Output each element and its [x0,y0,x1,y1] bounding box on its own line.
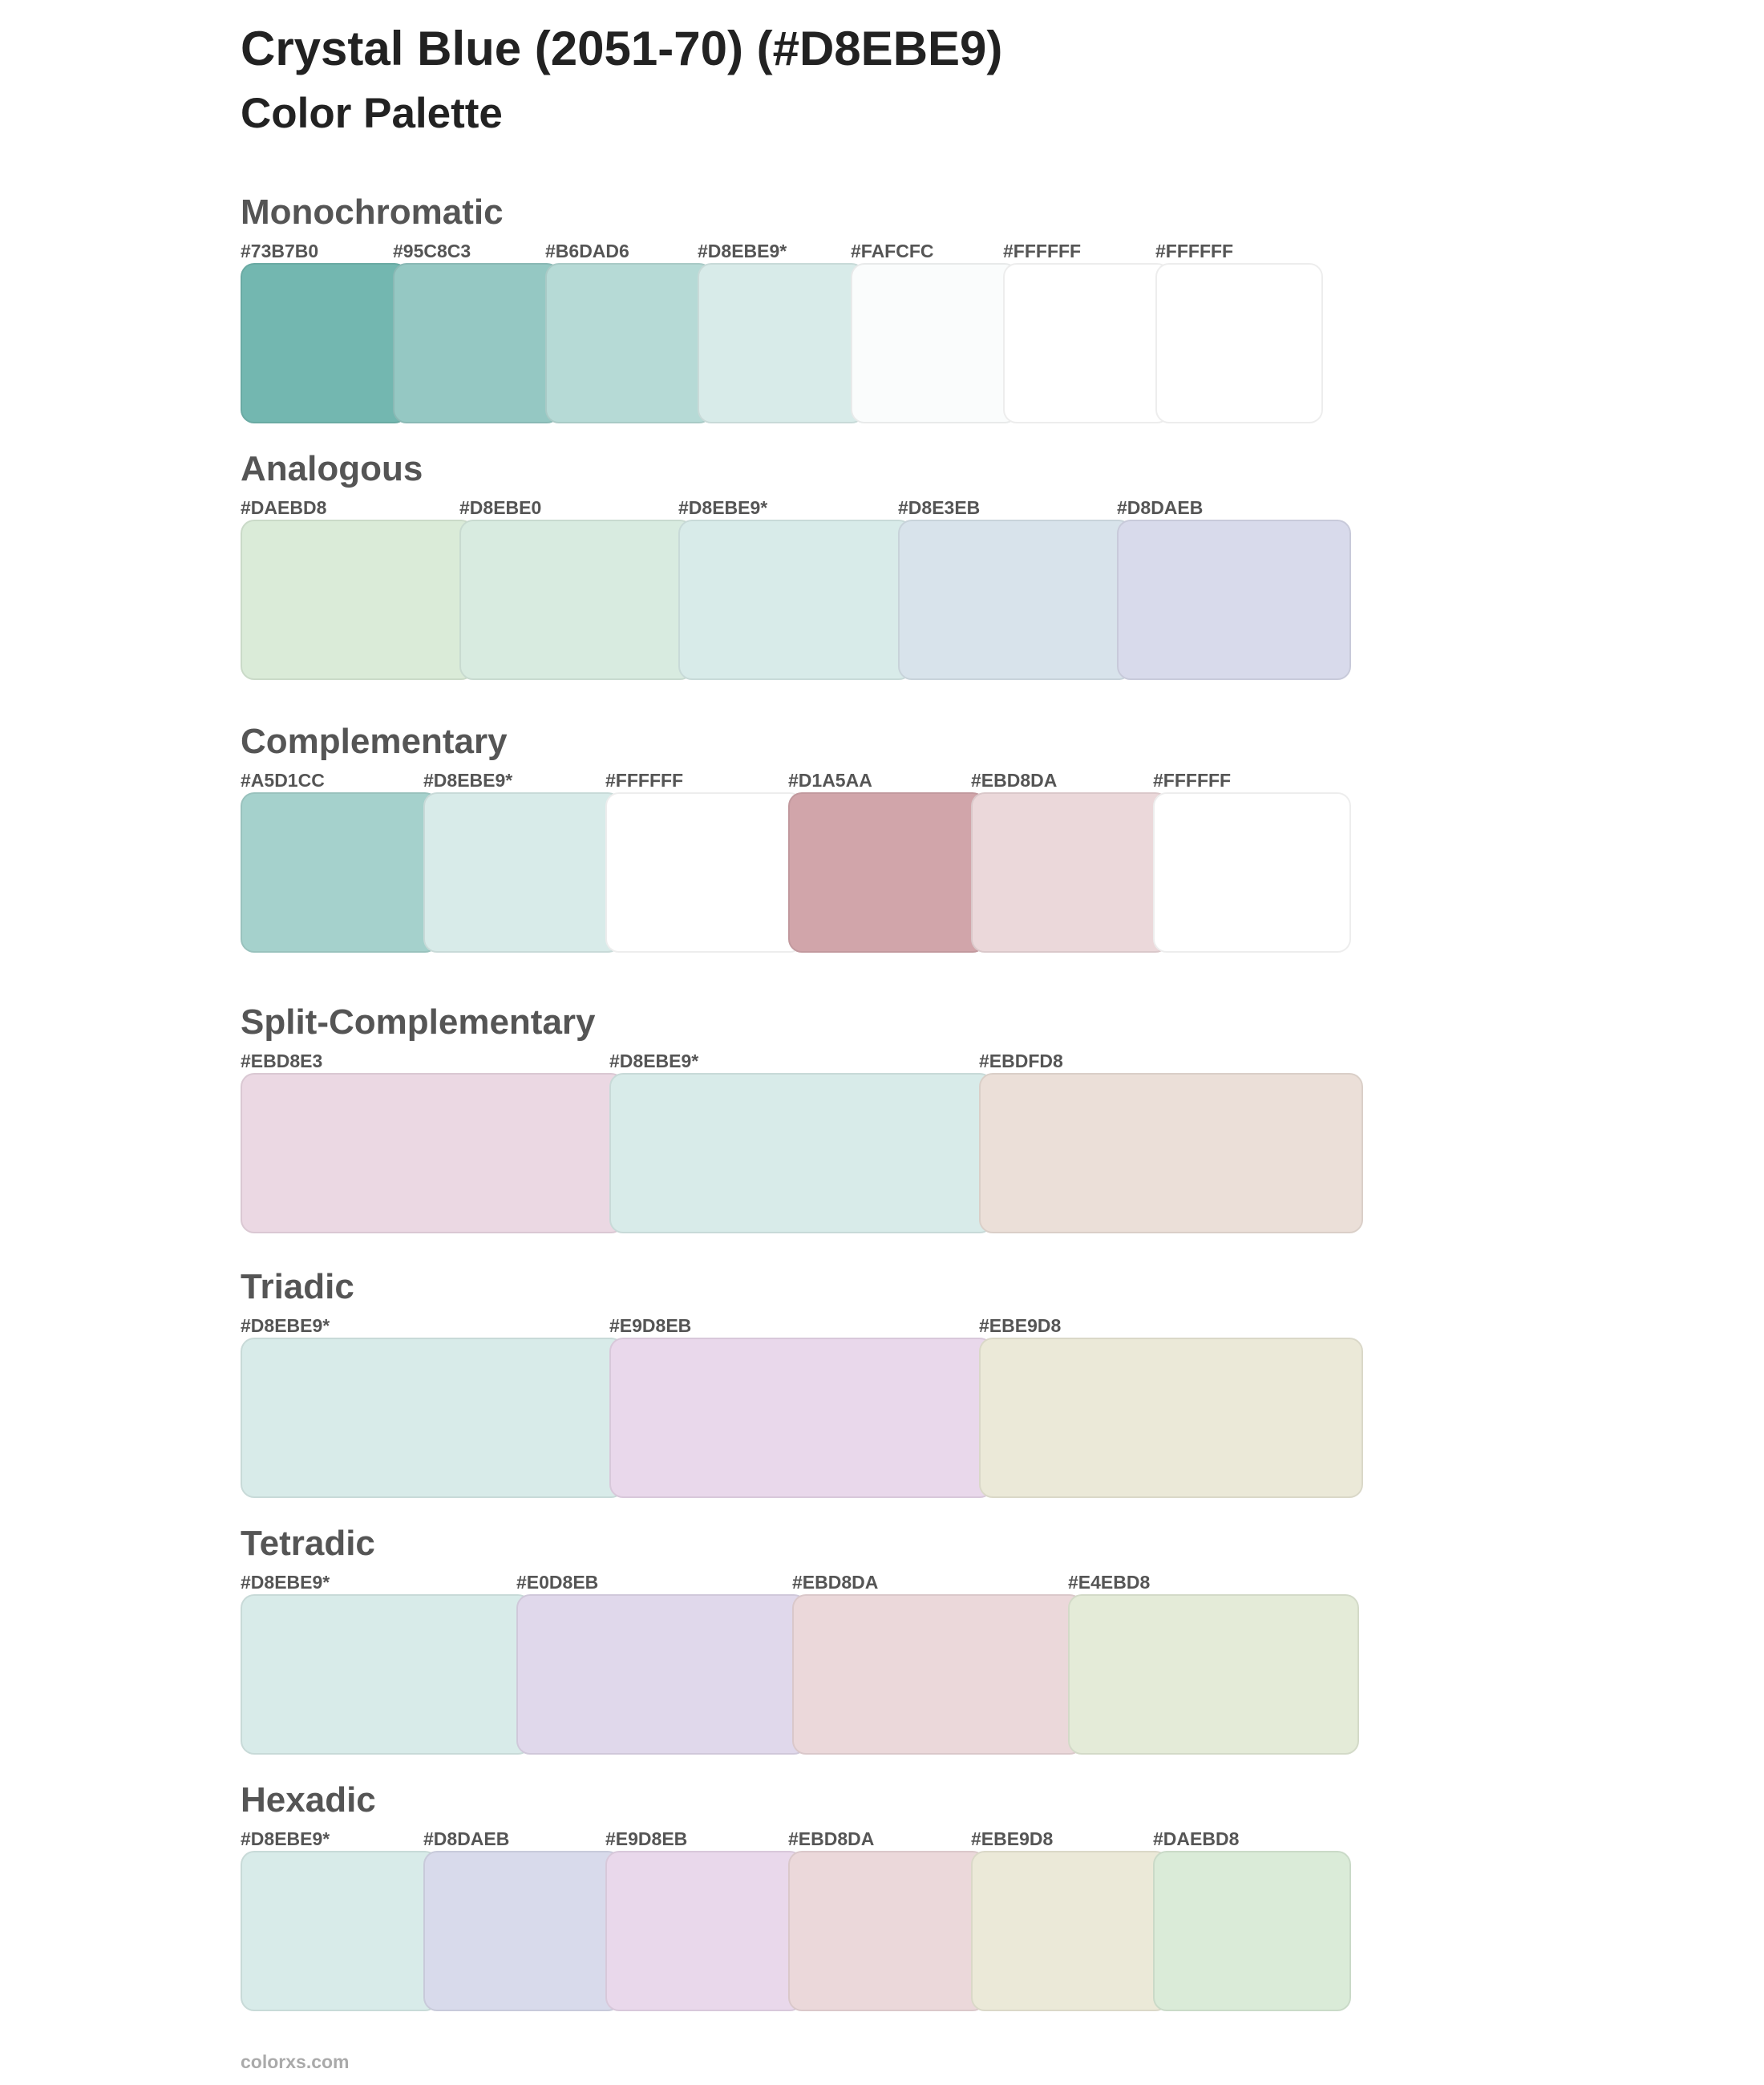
color-swatch[interactable] [698,263,865,423]
swatch-hex-label[interactable]: #D8EBE9* [609,1051,699,1071]
color-swatch[interactable] [979,1338,1363,1498]
swatch-hex-label[interactable]: #E9D8EB [609,1315,692,1336]
swatch-row [241,792,1351,953]
color-swatch[interactable] [979,1073,1363,1233]
swatch-hex-label[interactable]: #FFFFFF [1155,241,1234,261]
swatch-hex-label[interactable]: #B6DAD6 [545,241,629,261]
swatch-hex-label[interactable]: #D8DAEB [1117,497,1204,518]
swatch-hex-label[interactable]: #EBE9D8 [971,1828,1054,1849]
swatch-hex-label[interactable]: #D8EBE9* [678,497,768,518]
swatch-hex-label[interactable]: #D1A5AA [788,770,872,791]
swatch-hex-label[interactable]: #E0D8EB [516,1572,599,1593]
section-heading: Analogous [241,449,423,488]
section-heading: Hexadic [241,1780,376,1820]
section-heading: Split-Complementary [241,1002,596,1042]
color-swatch[interactable] [792,1594,1083,1755]
swatch-hex-label[interactable]: #EBD8E3 [241,1051,323,1071]
swatch-hex-label[interactable]: #D8DAEB [423,1828,510,1849]
section-heading: Tetradic [241,1524,375,1563]
color-swatch[interactable] [459,520,694,680]
color-swatch[interactable] [241,520,475,680]
color-swatch[interactable] [971,1851,1169,2011]
swatch-hex-label[interactable]: #D8EBE9* [241,1828,330,1849]
color-swatch[interactable] [788,1851,986,2011]
swatch-row [241,263,1323,423]
color-swatch[interactable] [1153,792,1351,953]
swatch-row [241,1073,1363,1233]
swatch-hex-label[interactable]: #D8E3EB [898,497,981,518]
color-swatch[interactable] [609,1073,993,1233]
color-swatch[interactable] [241,1338,625,1498]
section-heading: Monochromatic [241,192,504,232]
swatch-row [241,520,1351,680]
swatch-hex-label[interactable]: #EBD8DA [971,770,1058,791]
color-swatch[interactable] [241,1073,625,1233]
swatch-hex-label[interactable]: #73B7B0 [241,241,319,261]
page-title: Crystal Blue (2051-70) (#D8EBE9) [241,22,1003,75]
swatch-hex-label[interactable]: #D8EBE0 [459,497,542,518]
swatch-hex-label[interactable]: #EBD8DA [788,1828,875,1849]
swatch-hex-label[interactable]: #EBE9D8 [979,1315,1062,1336]
swatch-row [241,1594,1359,1755]
swatch-hex-label[interactable]: #DAEBD8 [241,497,327,518]
swatch-hex-label[interactable]: #D8EBE9* [241,1315,330,1336]
color-swatch[interactable] [241,263,408,423]
page-subtitle: Color Palette [241,90,503,137]
swatch-hex-label[interactable]: #A5D1CC [241,770,325,791]
section-heading: Complementary [241,722,508,761]
swatch-hex-label[interactable]: #FFFFFF [1153,770,1232,791]
swatch-hex-label[interactable]: #FAFCFC [851,241,934,261]
color-swatch[interactable] [609,1338,993,1498]
swatch-hex-label[interactable]: #DAEBD8 [1153,1828,1240,1849]
swatch-row [241,1851,1351,2011]
color-swatch[interactable] [241,792,439,953]
color-swatch[interactable] [851,263,1018,423]
color-swatch[interactable] [423,792,621,953]
color-swatch[interactable] [605,792,803,953]
color-swatch[interactable] [1117,520,1351,680]
color-swatch[interactable] [1003,263,1171,423]
swatch-hex-label[interactable]: #FFFFFF [1003,241,1082,261]
swatch-hex-label[interactable]: #EBDFD8 [979,1051,1063,1071]
swatch-hex-label[interactable]: #E4EBD8 [1068,1572,1151,1593]
color-swatch[interactable] [516,1594,807,1755]
color-swatch[interactable] [971,792,1169,953]
color-swatch[interactable] [393,263,560,423]
color-swatch[interactable] [545,263,713,423]
color-swatch[interactable] [1155,263,1323,423]
swatch-hex-label[interactable]: #EBD8DA [792,1572,879,1593]
swatch-hex-label[interactable]: #FFFFFF [605,770,684,791]
color-swatch[interactable] [241,1851,439,2011]
color-swatch[interactable] [898,520,1132,680]
color-swatch[interactable] [1153,1851,1351,2011]
swatch-hex-label[interactable]: #D8EBE9* [423,770,513,791]
color-swatch[interactable] [605,1851,803,2011]
site-footer-link[interactable]: colorxs.com [241,2051,350,2072]
swatch-hex-label[interactable]: #D8EBE9* [698,241,787,261]
swatch-hex-label[interactable]: #D8EBE9* [241,1572,330,1593]
swatch-row [241,1338,1363,1498]
swatch-hex-label[interactable]: #95C8C3 [393,241,471,261]
section-heading: Triadic [241,1267,354,1306]
color-swatch[interactable] [678,520,912,680]
color-swatch[interactable] [423,1851,621,2011]
color-swatch[interactable] [788,792,986,953]
swatch-hex-label[interactable]: #E9D8EB [605,1828,688,1849]
color-swatch[interactable] [1068,1594,1359,1755]
color-swatch[interactable] [241,1594,532,1755]
